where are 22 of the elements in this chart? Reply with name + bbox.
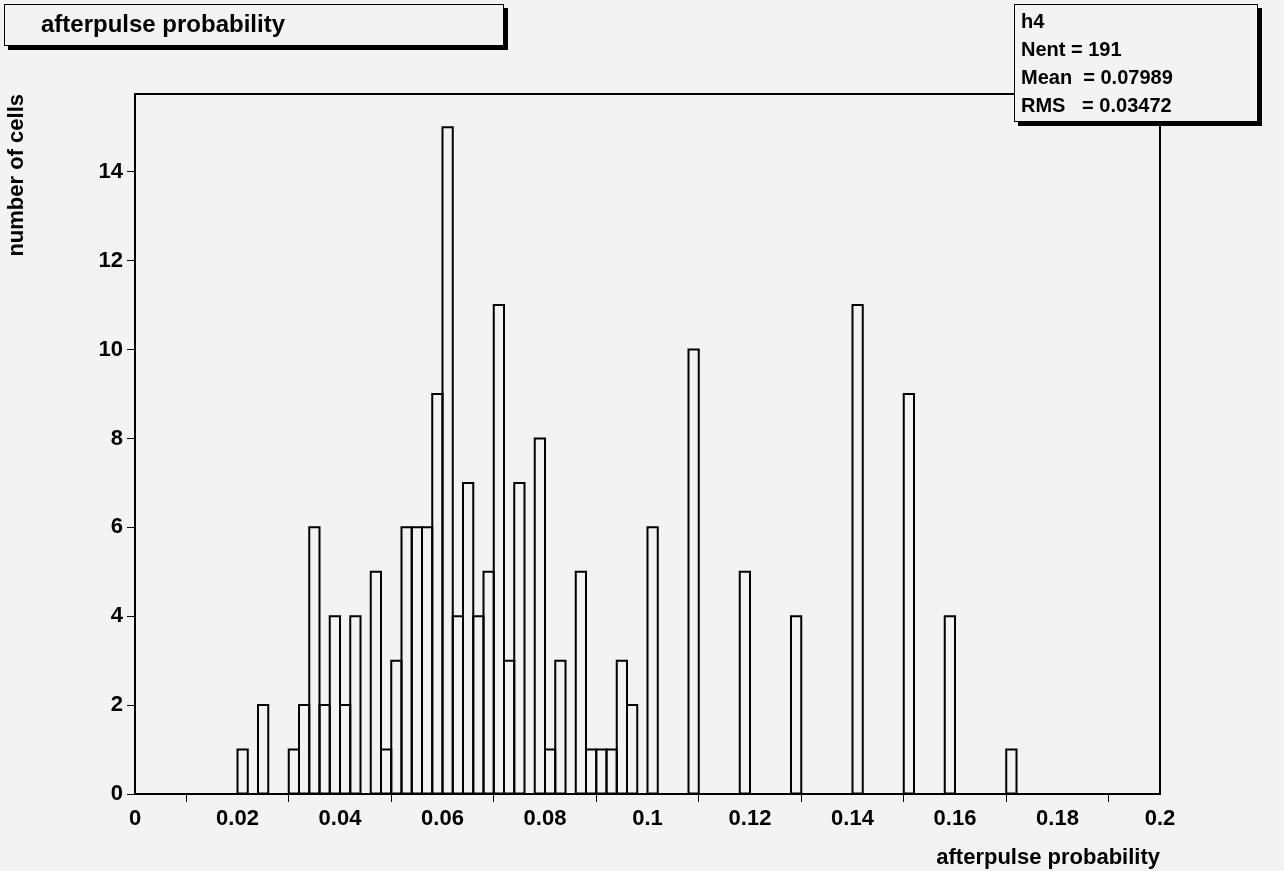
y-tick-label: 8 bbox=[110, 424, 123, 450]
x-tick-label: 0.06 bbox=[421, 805, 464, 831]
x-tick-label: 0.08 bbox=[523, 805, 567, 831]
y-tick-label: 0 bbox=[110, 780, 123, 806]
y-tick-label: 12 bbox=[98, 246, 123, 272]
x-tick-label: 0.04 bbox=[318, 805, 363, 831]
x-tick-label: 0.16 bbox=[933, 805, 977, 831]
y-tick-label: 14 bbox=[98, 157, 124, 183]
x-tick-label: 0.1 bbox=[632, 805, 663, 831]
x-tick-label: 0 bbox=[128, 805, 142, 831]
y-tick-label: 10 bbox=[98, 335, 123, 361]
y-tick-label: 6 bbox=[110, 513, 123, 539]
x-tick-label: 0.2 bbox=[1144, 805, 1176, 831]
x-tick-label: 0.02 bbox=[216, 805, 259, 831]
y-tick-label: 2 bbox=[110, 691, 123, 717]
x-tick-label: 0.12 bbox=[728, 805, 772, 831]
y-tick-label: 4 bbox=[110, 602, 124, 628]
annotation: RMS = 0.03472 bbox=[1021, 93, 1173, 118]
x-tick-label: 0.14 bbox=[831, 805, 875, 831]
y-axis-title: number of cells bbox=[3, 94, 29, 257]
x-axis-title: afterpulse probability bbox=[936, 843, 1161, 869]
x-tick-label: 0.18 bbox=[1036, 805, 1079, 831]
